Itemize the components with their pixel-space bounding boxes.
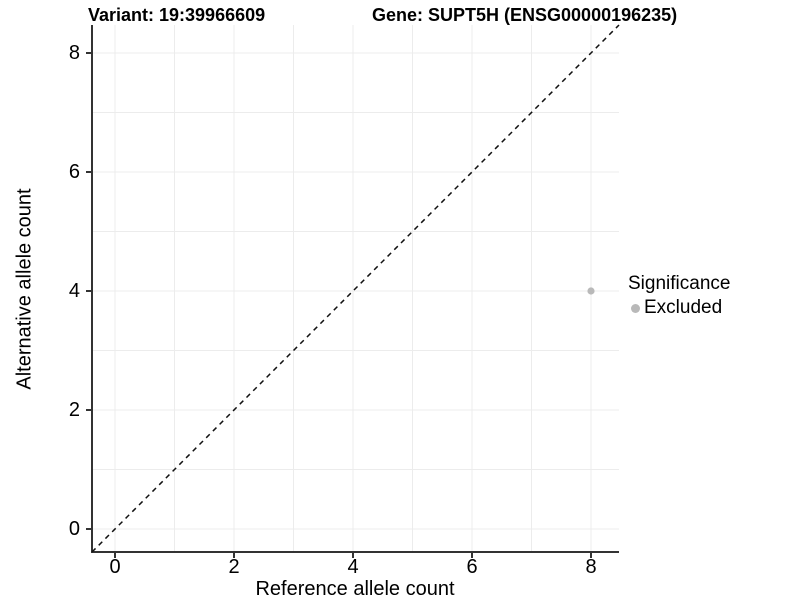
legend-title: Significance: [628, 273, 731, 294]
y-tick-label: 4: [68, 280, 80, 302]
data-point: [587, 287, 595, 295]
x-tick-label: 8: [585, 556, 597, 578]
gene-title: Gene: SUPT5H (ENSG00000196235): [372, 5, 678, 25]
x-axis-title: Reference allele count: [255, 578, 455, 600]
legend-entry-label: Excluded: [644, 297, 723, 318]
x-tick-label: 2: [228, 556, 240, 578]
x-tick-label: 4: [347, 556, 359, 578]
legend-key-dot-icon: [631, 303, 640, 313]
x-tick-label: 6: [466, 556, 478, 578]
variant-title: Variant: 19:39966609: [88, 5, 266, 25]
y-axis-title: Alternative allele count: [13, 188, 36, 390]
y-tick-label: 8: [68, 42, 80, 64]
y-tick-label: 6: [68, 161, 80, 183]
identity-reference-line: [91, 24, 620, 553]
legend: Significance Excluded: [628, 273, 730, 319]
y-tick-label: 0: [68, 518, 80, 540]
x-tick-label: 0: [109, 556, 121, 578]
legend-entries: Excluded: [628, 297, 730, 319]
y-tick-label: 2: [68, 399, 80, 421]
legend-entry: Excluded: [631, 297, 730, 319]
